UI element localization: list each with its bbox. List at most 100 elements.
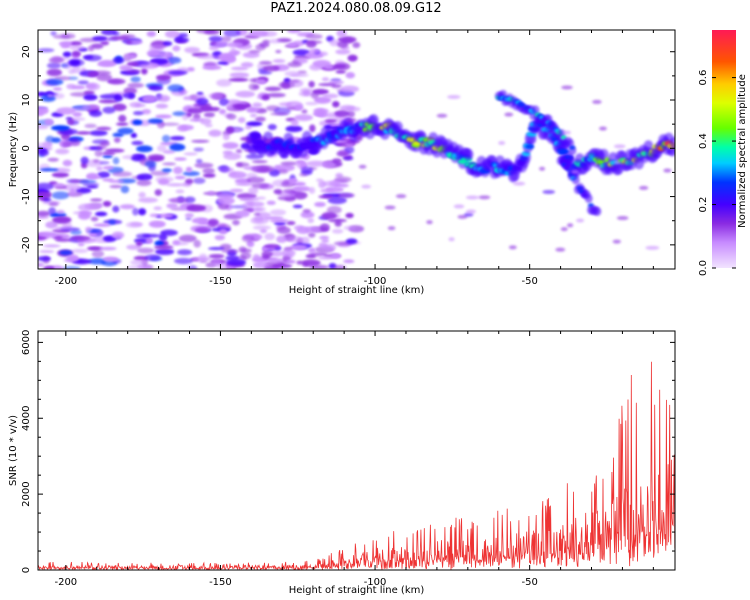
noise-blob xyxy=(193,239,201,248)
noise-blob xyxy=(277,169,289,174)
noise-blob xyxy=(47,157,59,162)
noise-blob xyxy=(263,265,280,269)
noise-blob xyxy=(38,107,49,115)
x-tick-label: -50 xyxy=(521,276,537,287)
noise-blob xyxy=(251,160,268,164)
noise-blob xyxy=(207,190,215,196)
noise-blob xyxy=(321,238,330,244)
noise-blob xyxy=(112,157,120,165)
noise-blob xyxy=(267,123,277,131)
noise-blob xyxy=(262,39,271,45)
noise-blob xyxy=(174,157,187,161)
noise-blob xyxy=(96,126,112,131)
noise-blob xyxy=(233,128,241,132)
noise-blob xyxy=(48,57,65,64)
noise-blob xyxy=(207,218,219,227)
noise-blob xyxy=(136,145,153,153)
noise-blob xyxy=(246,121,263,127)
y-tick-label: 2000 xyxy=(21,481,32,506)
noise-blob xyxy=(267,257,283,263)
noise-blob xyxy=(287,42,298,48)
noise-blob xyxy=(72,111,83,118)
noise-blob xyxy=(135,241,143,247)
noise-blob xyxy=(285,259,296,264)
noise-blob xyxy=(137,247,155,254)
noise-blob xyxy=(131,140,144,146)
noise-blob xyxy=(261,250,273,258)
noise-blob xyxy=(327,196,347,205)
noise-blob xyxy=(289,244,307,251)
noise-blob xyxy=(71,41,82,46)
noise-blob xyxy=(68,76,79,80)
noise-blob xyxy=(322,93,339,99)
noise-blob xyxy=(191,217,209,224)
y-tick-label: 0 xyxy=(21,567,32,573)
noise-blob xyxy=(136,179,152,187)
noise-blob xyxy=(38,210,51,217)
noise-blob xyxy=(270,209,287,216)
noise-blob xyxy=(252,261,269,269)
noise-blob xyxy=(160,122,180,126)
noise-blob xyxy=(71,117,86,121)
noise-blob xyxy=(94,211,108,217)
noise-blob xyxy=(226,258,247,266)
noise-blob xyxy=(155,248,175,256)
noise-blob xyxy=(295,104,304,111)
noise-blob xyxy=(138,208,147,216)
noise-blob xyxy=(69,188,76,196)
noise-blob xyxy=(38,91,46,97)
noise-blob xyxy=(130,76,141,83)
noise-blob xyxy=(231,103,252,109)
ridge-halo xyxy=(463,148,474,161)
x-tick-label: -100 xyxy=(364,276,387,287)
noise-blob xyxy=(248,186,259,195)
noise-blob xyxy=(321,77,330,82)
noise-blob xyxy=(173,166,183,175)
noise-blob xyxy=(112,31,120,37)
noise-blob xyxy=(125,221,143,228)
noise-blob xyxy=(169,197,189,204)
y-axis-label: Frequency (Hz) xyxy=(8,112,19,188)
noise-blob xyxy=(127,82,144,89)
noise-blob xyxy=(318,180,326,189)
noise-blob xyxy=(235,162,250,168)
noise-blob xyxy=(269,250,284,257)
noise-blob xyxy=(85,83,97,89)
noise-blob xyxy=(88,109,103,117)
noise-blob xyxy=(217,196,235,205)
faint-blob xyxy=(395,194,407,199)
noise-blob xyxy=(221,249,240,254)
branch-halo xyxy=(584,194,593,204)
noise-blob xyxy=(196,98,209,105)
noise-blob xyxy=(175,189,185,194)
noise-blob xyxy=(345,238,358,245)
noise-blob xyxy=(337,192,355,198)
faint-blob xyxy=(387,226,396,231)
noise-blob xyxy=(51,172,70,178)
noise-blob xyxy=(187,107,203,114)
noise-blob xyxy=(130,132,138,139)
noise-blob xyxy=(71,50,81,57)
noise-blob xyxy=(162,41,173,47)
noise-blob xyxy=(173,36,190,43)
noise-blob xyxy=(329,39,340,47)
noise-blob xyxy=(244,200,255,205)
noise-blob xyxy=(301,109,308,114)
noise-blob xyxy=(169,136,185,141)
noise-blob xyxy=(93,223,111,227)
noise-blob xyxy=(87,45,95,52)
noise-blob xyxy=(335,49,351,55)
noise-blob xyxy=(119,204,135,210)
noise-blob xyxy=(38,256,51,262)
noise-blob xyxy=(352,41,361,49)
x-tick-label: -200 xyxy=(54,577,77,588)
faint-blob xyxy=(555,247,566,252)
noise-blob xyxy=(278,102,293,107)
noise-blob xyxy=(48,202,59,207)
noise-blob xyxy=(120,34,136,39)
noise-blob xyxy=(155,103,169,109)
noise-blob xyxy=(82,55,94,60)
noise-blob xyxy=(290,118,299,127)
noise-blob xyxy=(85,226,92,232)
noise-blob xyxy=(318,195,333,199)
